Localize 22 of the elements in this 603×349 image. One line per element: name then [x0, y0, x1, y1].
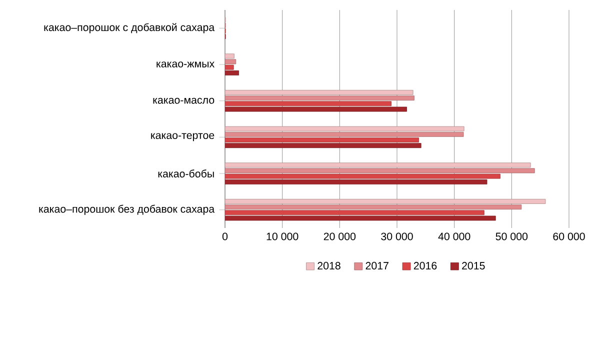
bar [225, 168, 535, 174]
legend-label: 2017 [366, 262, 388, 270]
bar [225, 59, 236, 64]
x-tick-label: 20 000 [324, 232, 356, 240]
x-tick-label: 0 [222, 232, 228, 240]
legend-label: 2015 [462, 262, 485, 270]
bar [225, 204, 522, 210]
y-tick-label: какао-бобы [158, 170, 214, 178]
y-tick-label: какао-жмых [156, 62, 214, 68]
y-tick-label: какао-тертое [151, 133, 214, 142]
y-tick-label: какао–порошок с добавкой сахара [44, 23, 215, 34]
y-tick-label: какао-масло [153, 98, 214, 104]
x-tick-label: 40 000 [438, 232, 470, 240]
x-tick-label: 60 000 [553, 232, 585, 240]
bar [225, 96, 414, 100]
x-tick-label: 10 000 [266, 232, 298, 240]
legend-label: 2016 [414, 262, 437, 270]
x-tick-label: 50 000 [496, 232, 528, 240]
legend-label: 2018 [318, 262, 340, 270]
y-tick-label: какао–порошок без добавок сахара [39, 204, 215, 215]
x-tick-label: 30 000 [381, 232, 413, 240]
bar [225, 132, 464, 137]
